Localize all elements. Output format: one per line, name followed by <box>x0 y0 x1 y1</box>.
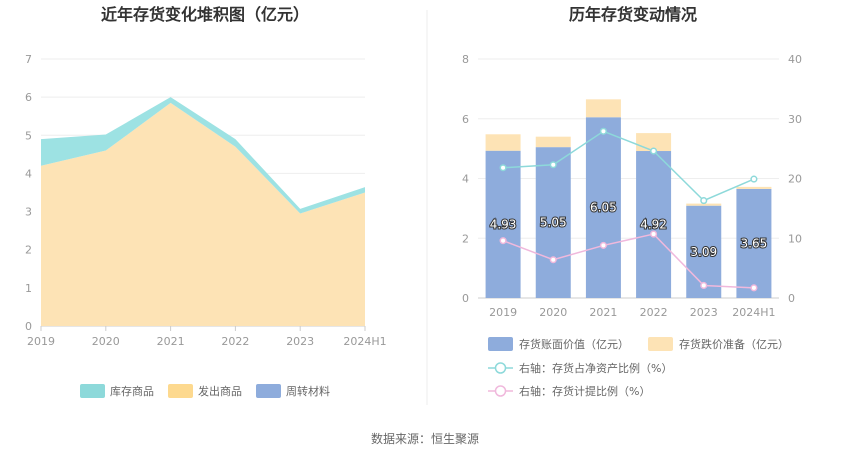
bar-legend-label: 右轴：存货占净资产比例（%） <box>519 361 672 375</box>
bar-right-y-tick-label: 30 <box>788 113 802 126</box>
bar-data-label: 5.05 <box>540 216 567 230</box>
bar-right-y-tick-label: 10 <box>788 232 802 245</box>
area-y-tick-label: 5 <box>25 129 32 142</box>
area-y-tick-label: 4 <box>25 167 32 180</box>
line-series-1-point <box>599 241 607 249</box>
area-y-tick-label: 0 <box>25 320 32 333</box>
area-legend-label: 发出商品 <box>198 384 242 398</box>
line-series-0 <box>503 130 755 202</box>
area-chart-y-ticks: 0 1 2 3 4 5 6 7 <box>25 53 32 333</box>
area-x-tick-label: 2019 <box>27 335 55 348</box>
bar-chart-x-ticks: 2019 2020 2021 2022 2023 2024H1 <box>489 306 775 319</box>
line-series-0-point <box>750 175 758 183</box>
bar-data-label: 4.92 <box>640 218 667 232</box>
line-series-0-point <box>549 161 557 169</box>
bar-legend-marker <box>494 362 507 374</box>
bar-x-tick-label: 2021 <box>589 306 617 319</box>
bar-data-label: 6.05 <box>590 201 617 215</box>
bar-series-1-bar <box>535 136 571 148</box>
bar-chart-lines <box>499 127 758 292</box>
data-source-note: 数据来源：恒生聚源 <box>371 431 479 446</box>
area-y-tick-label: 7 <box>25 53 32 66</box>
bar-series-1-bar <box>686 203 722 206</box>
bar-left-y-tick-label: 2 <box>462 232 469 245</box>
bar-data-label: 4.93 <box>490 217 517 231</box>
bar-left-y-tick-label: 8 <box>462 53 469 66</box>
line-series-1-point <box>499 237 507 245</box>
bar-legend-label: 存货账面价值（亿元） <box>519 337 629 351</box>
line-series-0-point <box>599 127 607 135</box>
area-y-tick-label: 2 <box>25 244 32 257</box>
bar-series-0-bar <box>485 150 521 298</box>
bar-data-label: 3.65 <box>741 236 768 250</box>
bar-chart-title: 历年存货变动情况 <box>569 5 697 24</box>
bar-legend-label: 存货跌价准备（亿元） <box>679 337 789 351</box>
bar-legend-swatch <box>488 337 513 351</box>
bar-right-y-tick-label: 40 <box>788 53 802 66</box>
bar-series-0-bar <box>585 117 621 298</box>
area-chart-title: 近年存货变化堆积图（亿元） <box>101 5 309 24</box>
bar-x-tick-label: 2023 <box>690 306 718 319</box>
area-chart-areas <box>41 97 365 326</box>
bar-chart-grid <box>478 58 779 299</box>
bar-legend-swatch <box>648 337 673 351</box>
bar-chart-bars <box>485 99 772 298</box>
bar-legend-marker <box>494 385 507 397</box>
line-series-1-point <box>750 284 758 292</box>
bar-series-0-bar <box>736 188 772 298</box>
line-series-0-point <box>700 197 708 205</box>
bar-x-tick-label: 2024H1 <box>732 306 775 319</box>
area-y-tick-label: 3 <box>25 206 32 219</box>
area-series-1 <box>41 97 365 214</box>
area-chart-legend: 库存商品 发出商品 周转材料 <box>80 384 330 398</box>
bar-legend-label: 右轴：存货计提比例（%） <box>519 384 650 398</box>
area-x-tick-label: 2023 <box>286 335 314 348</box>
area-x-tick-label: 2020 <box>92 335 120 348</box>
area-legend-swatch <box>168 384 193 398</box>
line-series-1-point <box>549 256 557 264</box>
bar-series-0-bar <box>535 147 571 298</box>
line-series-1-point <box>650 230 658 238</box>
bar-chart-data-labels: 4.93 5.05 6.05 4.92 3.09 3.65 <box>489 200 769 260</box>
area-legend-label: 库存商品 <box>110 384 154 398</box>
area-chart-x-ticks: 2019 2020 2021 2022 2023 2024H1 <box>27 335 387 348</box>
bar-chart-y-ticks: 0 2 4 6 8 0 10 20 30 40 <box>462 53 802 305</box>
area-x-tick-label: 2022 <box>221 335 249 348</box>
line-series-0-point <box>499 164 507 172</box>
area-x-tick-label: 2024H1 <box>343 335 386 348</box>
bar-series-0-bar <box>636 151 672 298</box>
area-x-tick-label: 2021 <box>157 335 185 348</box>
bar-left-y-tick-label: 0 <box>462 292 469 305</box>
line-series-1-point <box>700 281 708 290</box>
bar-data-label: 3.09 <box>690 245 717 259</box>
bar-series-1-bar <box>736 186 772 189</box>
area-legend-label: 周转材料 <box>286 384 330 398</box>
bar-x-tick-label: 2022 <box>640 306 668 319</box>
bar-series-1-bar <box>485 134 521 151</box>
bar-x-tick-label: 2019 <box>489 306 517 319</box>
bar-series-1-bar <box>585 99 621 118</box>
line-series-0-point <box>650 147 658 155</box>
bar-left-y-tick-label: 4 <box>462 173 469 186</box>
bar-right-y-tick-label: 20 <box>788 173 802 186</box>
bar-left-y-tick-label: 6 <box>462 113 469 126</box>
bar-chart-legend: 存货账面价值（亿元） 存货跌价准备（亿元） 右轴：存货占净资产比例（%） 右轴：存货计… <box>488 337 789 398</box>
bar-line-chart: 历年存货变动情况 4.93 5.056.054.923.093.65 024680… <box>462 5 802 398</box>
area-y-tick-label: 6 <box>25 91 32 104</box>
area-legend-swatch <box>256 384 281 398</box>
bar-x-tick-label: 2020 <box>539 306 567 319</box>
area-series-0 <box>41 102 365 326</box>
bar-right-y-tick-label: 0 <box>788 292 795 305</box>
area-legend-swatch <box>80 384 105 398</box>
area-y-tick-label: 1 <box>25 282 32 295</box>
line-series-1 <box>502 233 754 289</box>
bar-series-1-bar <box>636 133 672 152</box>
